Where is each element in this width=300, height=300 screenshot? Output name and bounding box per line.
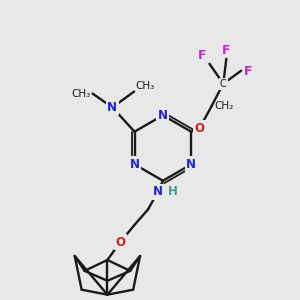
Text: N: N	[130, 158, 140, 171]
Text: N: N	[153, 185, 163, 198]
Text: O: O	[194, 122, 205, 135]
Text: CH₃: CH₃	[135, 81, 154, 91]
Text: F: F	[198, 49, 206, 62]
Text: F: F	[244, 65, 253, 78]
Text: CH₃: CH₃	[71, 88, 91, 98]
Text: O: O	[115, 236, 125, 249]
Text: N: N	[107, 101, 117, 114]
Text: H: H	[168, 185, 178, 198]
Text: C: C	[220, 79, 227, 88]
Text: F: F	[222, 44, 230, 57]
Text: CH₂: CH₂	[214, 101, 234, 111]
Text: N: N	[186, 158, 196, 171]
Text: N: N	[158, 109, 168, 122]
